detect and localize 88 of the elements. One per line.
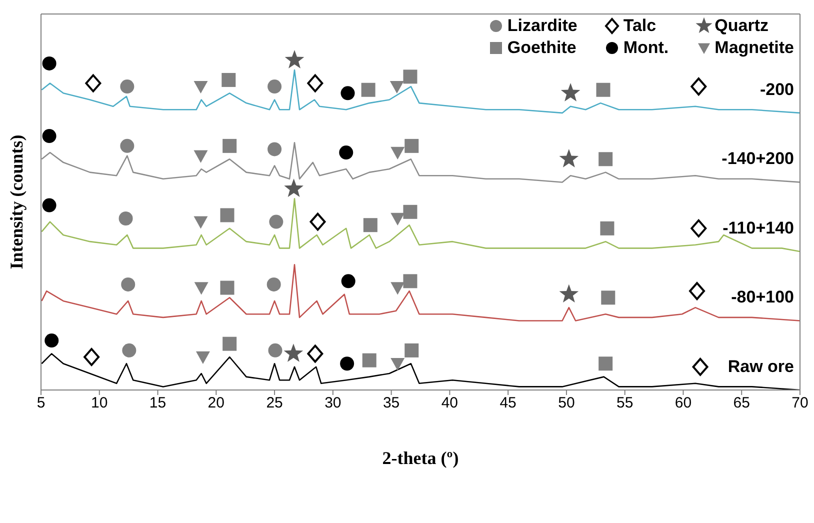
point <box>692 358 708 376</box>
point <box>340 356 354 371</box>
point <box>390 212 405 226</box>
legend-label: Quartz <box>714 16 768 36</box>
point <box>339 146 354 160</box>
legend-label: Magnetite <box>714 38 794 58</box>
x-tick-label: 50 <box>558 394 575 412</box>
point <box>560 83 580 102</box>
point <box>596 82 610 97</box>
point <box>284 344 304 362</box>
series-label: Raw ore <box>728 357 794 376</box>
point <box>310 212 326 231</box>
x-axis-title: 2-theta (º) <box>382 448 459 468</box>
point <box>194 150 208 163</box>
point <box>403 274 418 288</box>
x-tick-label: 60 <box>674 394 692 412</box>
point <box>220 280 234 295</box>
x-tick-label: 10 <box>91 394 108 412</box>
point <box>361 82 376 97</box>
point <box>598 356 613 371</box>
point <box>222 138 237 153</box>
legend-label: Lizardite <box>507 16 578 36</box>
point <box>121 277 136 292</box>
series-label: -140+200 <box>722 149 794 168</box>
point <box>689 282 706 300</box>
x-tick-label: 45 <box>500 394 516 412</box>
point <box>307 344 324 363</box>
x-tick-label: 40 <box>441 394 458 412</box>
legend-label: Goethite <box>507 38 576 58</box>
point <box>220 208 234 222</box>
point <box>307 74 324 92</box>
series-label: -200 <box>760 80 794 99</box>
point <box>85 74 102 92</box>
point <box>268 343 282 358</box>
point <box>194 216 208 229</box>
point <box>403 70 418 84</box>
point <box>196 351 210 364</box>
point <box>559 284 579 303</box>
point <box>403 204 418 219</box>
x-tick-label: 15 <box>149 394 166 412</box>
point <box>340 86 355 100</box>
point <box>390 146 405 160</box>
series-label: -80+100 <box>731 288 794 307</box>
point <box>84 348 100 366</box>
point <box>120 80 134 94</box>
point <box>268 80 282 94</box>
point <box>690 78 707 96</box>
x-tick-label: 35 <box>382 394 400 412</box>
point <box>284 50 304 68</box>
legend-label: Mont. <box>623 38 669 58</box>
point <box>42 129 56 144</box>
point <box>600 221 614 236</box>
point <box>222 72 236 87</box>
point <box>120 138 134 153</box>
y-axis-title: Intensity (counts) <box>6 134 26 270</box>
point <box>390 80 404 94</box>
point <box>598 152 613 166</box>
point <box>194 80 208 94</box>
point <box>118 211 133 226</box>
x-tick-label: 30 <box>324 394 342 412</box>
point <box>42 56 56 70</box>
point <box>363 218 378 232</box>
point <box>222 336 237 351</box>
point <box>404 138 419 153</box>
point <box>559 148 579 168</box>
point <box>266 277 281 292</box>
x-tick-label: 20 <box>208 394 224 412</box>
point <box>362 353 376 368</box>
x-tick-label: 25 <box>266 394 283 412</box>
point <box>122 343 136 358</box>
point <box>44 334 59 348</box>
x-tick-label: 70 <box>792 394 808 412</box>
point <box>690 219 707 238</box>
point <box>390 282 405 295</box>
point <box>268 142 282 156</box>
point <box>601 290 616 305</box>
point <box>194 282 208 295</box>
point <box>269 214 284 229</box>
series-label: -110+140 <box>722 218 794 238</box>
legend-label: Talc <box>623 16 656 36</box>
point <box>390 358 405 371</box>
point <box>42 198 56 212</box>
point <box>341 274 356 288</box>
point <box>404 343 419 358</box>
point <box>284 178 304 198</box>
x-tick-label: 55 <box>616 394 634 412</box>
x-tick-label: 5 <box>36 394 46 412</box>
x-tick-label: 65 <box>733 394 750 412</box>
